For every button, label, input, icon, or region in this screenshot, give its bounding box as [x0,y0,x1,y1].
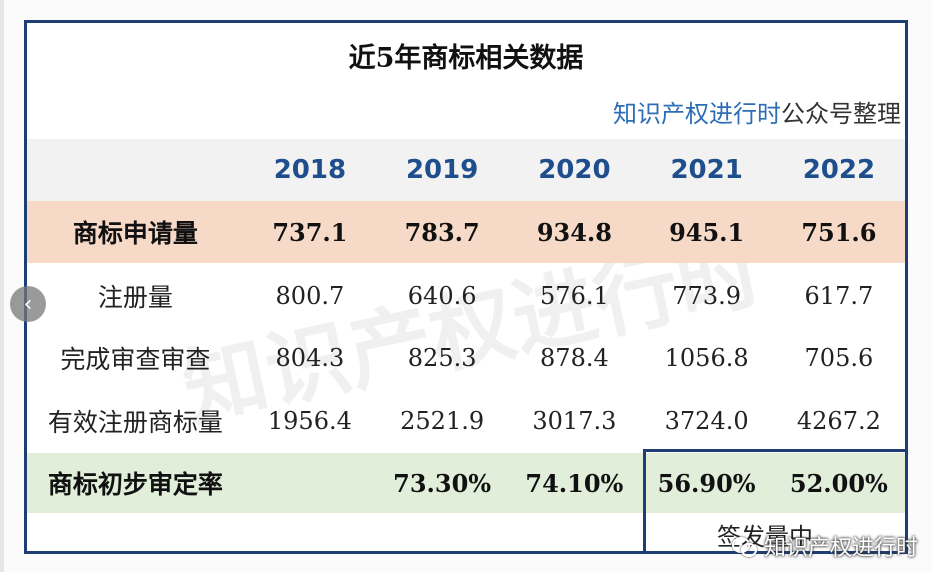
year-header: 2018 [273,155,347,185]
table-cell: 737.1 [272,217,348,247]
table-title: 近5年商标相关数据 [348,42,584,74]
year-header: 2021 [670,155,743,185]
table-row-examinations: 完成审查审查 804.3 825.3 878.4 1056.8 705.6 [27,329,905,387]
year-header: 2020 [538,155,611,185]
wechat-watermark: 知识产权进行时 [731,530,918,562]
year-header: 2019 [405,155,479,185]
table-cell: 751.6 [801,217,877,247]
table-row-approval-rate: 商标初步审定率 73.30% 74.10% 56.90% 52.00% [27,453,905,513]
table-cell: 1056.8 [664,344,749,372]
table-cell: 1956.4 [267,407,352,435]
row-label: 完成审查审查 [60,345,211,374]
table-cell: 825.3 [407,344,477,372]
table-cell: 945.1 [669,217,745,247]
table-cell: 74.10% [525,468,624,498]
table-row-valid-marks: 有效注册商标量 1956.4 2521.9 3017.3 3724.0 4267… [27,391,905,451]
table-cell: 800.7 [275,282,345,310]
table-cell: 705.6 [804,344,874,372]
row-label: 商标申请量 [72,219,198,248]
table-row-registrations: 注册量 800.7 640.6 576.1 773.9 617.7 [27,267,905,325]
left-edge [0,0,4,572]
row-label: 有效注册商标量 [47,408,223,437]
watermark-badge-text: 知识产权进行时 [763,536,918,561]
row-label: 注册量 [97,283,173,312]
table-cell: 783.7 [404,217,480,247]
source-name: 知识产权进行时 [613,99,781,128]
table-cell: 4267.2 [796,407,881,435]
table-cell: 617.7 [804,282,874,310]
table-cell: 52.00% [789,468,888,498]
table-cell: 878.4 [540,344,609,372]
table-cell: 56.90% [657,468,756,498]
source-credit: 知识产权进行时 公众号整理 [613,93,901,129]
data-table: 近5年商标相关数据 知识产权进行时 公众号整理 知识产权进行时 2018 201… [24,20,908,554]
year-header: 2022 [802,155,876,185]
header-row: 2018 2019 2020 2021 2022 [27,139,905,201]
table-cell: 3017.3 [532,407,617,435]
table-cell: 640.6 [407,282,477,310]
table-cell: 576.1 [540,282,609,310]
row-label: 商标初步审定率 [47,470,223,499]
table-cell: 2521.9 [400,407,485,435]
table-cell: 804.3 [275,344,345,372]
prev-image-button[interactable]: ‹ [10,286,46,322]
wechat-icon [731,535,758,557]
table-cell: 73.30% [393,468,492,498]
table-row-applications: 商标申请量 737.1 783.7 934.8 945.1 751.6 [27,201,905,263]
table-cell: 3724.0 [664,407,749,435]
source-suffix: 公众号整理 [781,99,901,128]
table-cell: 934.8 [536,217,612,247]
table-cell: 773.9 [672,282,741,310]
